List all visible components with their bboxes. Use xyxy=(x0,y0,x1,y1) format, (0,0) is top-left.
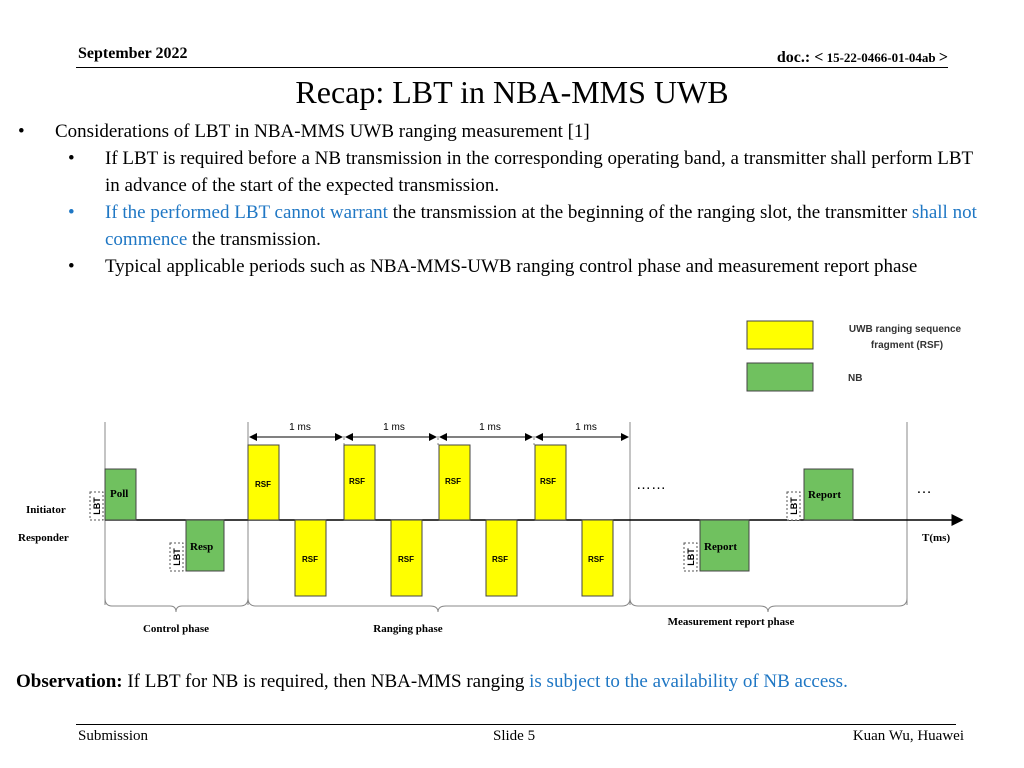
rsf-responder-2 xyxy=(390,519,423,597)
lbt-label: LBT xyxy=(92,497,102,515)
lbt-timing-diagram: UWB ranging sequence fragment (RSF) NB 1… xyxy=(18,320,964,635)
sub2-highlight-1: If the performed LBT cannot warrant xyxy=(105,202,388,223)
observation: Observation: If LBT for NB is required, … xyxy=(16,668,976,695)
sub-bullet-2: If the performed LBT cannot warrant the … xyxy=(105,199,985,253)
rsf-label: RSF xyxy=(540,477,556,486)
lbt-box-poll xyxy=(89,491,104,521)
footer-rule xyxy=(76,724,956,725)
rsf-responder-3 xyxy=(485,519,518,597)
time-axis-label: T(ms) xyxy=(922,532,950,544)
initiator-label: Initiator xyxy=(26,504,66,516)
poll-label: Poll xyxy=(110,488,128,500)
sub2-text-1: the transmission at the beginning of the… xyxy=(387,202,912,223)
legend-rsf-swatch xyxy=(746,320,814,350)
report-phase-label: Measurement report phase xyxy=(668,616,795,628)
poll-frame xyxy=(104,468,137,521)
sub-bullet-3: Typical applicable periods such as NBA-M… xyxy=(105,256,918,277)
doc-prefix: doc.: < xyxy=(776,49,824,66)
control-phase-label: Control phase xyxy=(143,623,209,635)
rsf-label: RSF xyxy=(588,555,604,564)
observation-highlight: is subject to the availability of NB acc… xyxy=(529,671,848,692)
rsf-label: RSF xyxy=(492,555,508,564)
lbt-box-report-initiator xyxy=(786,491,801,521)
continuation-dots-end: … xyxy=(916,480,932,497)
observation-text: If LBT for NB is required, then NBA-MMS … xyxy=(122,671,530,692)
lbt-label: LBT xyxy=(789,497,799,515)
interval-label: 1 ms xyxy=(289,422,311,433)
ranging-phase-label: Ranging phase xyxy=(373,623,443,635)
continuation-dots: …… xyxy=(636,476,666,493)
rsf-label: RSF xyxy=(398,555,414,564)
rsf-label: RSF xyxy=(349,477,365,486)
legend-rsf-label-2: fragment (RSF) xyxy=(871,340,943,351)
resp-label: Resp xyxy=(190,541,213,553)
sub-bullet-marker: • xyxy=(68,148,75,169)
observation-label: Observation: xyxy=(16,671,123,692)
header-date: September 2022 xyxy=(78,45,188,62)
legend-nb-label: NB xyxy=(848,373,862,384)
interval-label: 1 ms xyxy=(383,422,405,433)
rsf-initiator-1 xyxy=(247,444,280,521)
sub2-text-2: the transmission. xyxy=(187,229,321,250)
bullet-marker: • xyxy=(18,121,25,142)
slide-title: Recap: LBT in NBA-MMS UWB xyxy=(295,74,729,110)
interval-label: 1 ms xyxy=(479,422,501,433)
report-frame-initiator xyxy=(803,468,854,521)
rsf-label: RSF xyxy=(302,555,318,564)
header-doc-id: doc.: < 15-22-0466-01-04ab > xyxy=(777,49,948,67)
rsf-initiator-4 xyxy=(534,444,567,521)
rsf-initiator-2 xyxy=(343,444,376,521)
lbt-box-report-responder xyxy=(683,542,698,572)
doc-number: 15-22-0466-01-04ab xyxy=(823,50,939,65)
footer-left: Submission xyxy=(78,728,149,744)
interval-label: 1 ms xyxy=(575,422,597,433)
rsf-responder-1 xyxy=(294,519,327,597)
lbt-box-resp xyxy=(169,542,184,572)
report-label: Report xyxy=(808,489,841,501)
sub-bullet-marker: • xyxy=(68,202,75,223)
lbt-label: LBT xyxy=(686,548,696,566)
rsf-initiator-3 xyxy=(438,444,471,521)
doc-suffix: > xyxy=(938,49,948,66)
report-label: Report xyxy=(704,541,737,553)
header-rule xyxy=(76,67,948,68)
sub-bullet-1: If LBT is required before a NB transmiss… xyxy=(105,148,973,196)
rsf-label: RSF xyxy=(255,480,271,489)
rsf-label: RSF xyxy=(445,477,461,486)
sub-bullet-marker: • xyxy=(68,256,75,277)
resp-frame xyxy=(185,519,225,572)
rsf-responder-4 xyxy=(581,519,614,597)
lbt-label: LBT xyxy=(172,548,182,566)
report-frame-responder xyxy=(699,519,750,572)
footer-author: Kuan Wu, Huawei xyxy=(852,728,964,744)
responder-label: Responder xyxy=(18,532,69,544)
bullet-main: Considerations of LBT in NBA-MMS UWB ran… xyxy=(55,121,590,142)
legend-nb-swatch xyxy=(746,362,814,392)
sub2-highlight-2: shall not commence xyxy=(105,202,977,250)
legend-rsf-label-1: UWB ranging sequence xyxy=(849,324,962,335)
footer-slide-number: Slide 5 xyxy=(493,728,536,744)
